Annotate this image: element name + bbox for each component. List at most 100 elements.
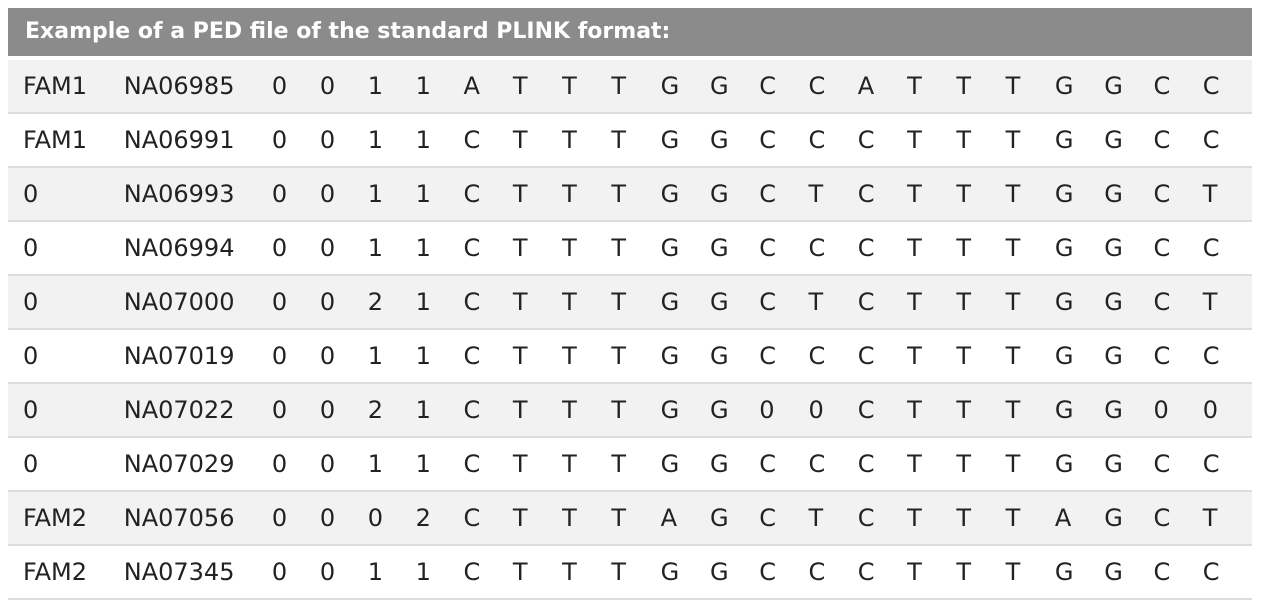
genotype-cell: T bbox=[512, 288, 528, 316]
genotype-cell: C bbox=[463, 396, 481, 424]
genotype-cell: 0 bbox=[1202, 396, 1219, 424]
genotype-cell: T bbox=[907, 288, 922, 316]
sex-cell: 1 bbox=[367, 342, 383, 370]
genotype-cell: T bbox=[512, 558, 528, 586]
phenotype-cell: 1 bbox=[415, 396, 431, 424]
sex-cell: 1 bbox=[367, 450, 383, 478]
genotype-cell: G bbox=[660, 342, 680, 370]
genotype-cell: C bbox=[857, 504, 875, 532]
maternal-id-cell: 0 bbox=[319, 180, 336, 208]
ped-table: FAM1 NA06985 0 0 1 1 A T T T G G C C A T T T G G C C FAM1 NA069… bbox=[8, 60, 1252, 600]
genotype-cell: T bbox=[1005, 558, 1021, 586]
genotype-cell: C bbox=[1202, 558, 1220, 586]
genotype-cell: T bbox=[956, 396, 972, 424]
sex-cell: 1 bbox=[367, 558, 383, 586]
family-id-cell: 0 bbox=[23, 234, 39, 262]
genotype-cell: G bbox=[709, 72, 729, 100]
maternal-id-cell: 0 bbox=[319, 504, 336, 532]
genotype-cell: G bbox=[1054, 342, 1074, 370]
genotype-cell: C bbox=[857, 234, 875, 262]
phenotype-cell: 1 bbox=[415, 72, 431, 100]
genotype-cell: G bbox=[709, 126, 729, 154]
genotype-cell: C bbox=[463, 342, 481, 370]
genotype-cell: C bbox=[808, 342, 826, 370]
genotype-cell: T bbox=[562, 342, 577, 370]
genotype-cell: G bbox=[1054, 396, 1074, 424]
genotype-cell: C bbox=[1153, 288, 1171, 316]
individual-id-cell: NA06994 bbox=[123, 234, 235, 262]
genotype-cell: C bbox=[759, 180, 776, 208]
genotype-cell: C bbox=[857, 558, 875, 586]
genotype-cell: T bbox=[611, 558, 627, 586]
maternal-id-cell: 0 bbox=[319, 558, 336, 586]
genotype-cell: C bbox=[1153, 126, 1171, 154]
genotype-cell: C bbox=[463, 558, 481, 586]
paternal-id-cell: 0 bbox=[271, 504, 288, 532]
genotype-cell: T bbox=[1202, 504, 1218, 532]
table-row: FAM2 NA07345 0 0 1 1 C T T T G G C C C T T T G G C C bbox=[8, 546, 1252, 600]
family-id-cell: FAM2 bbox=[23, 504, 87, 532]
genotype-cell: C bbox=[857, 342, 875, 370]
family-id-cell: FAM1 bbox=[23, 126, 87, 154]
genotype-cell: C bbox=[759, 558, 776, 586]
genotype-cell: T bbox=[562, 558, 577, 586]
paternal-id-cell: 0 bbox=[271, 180, 288, 208]
genotype-cell: T bbox=[956, 450, 972, 478]
genotype-cell: G bbox=[660, 234, 680, 262]
genotype-cell: T bbox=[611, 504, 627, 532]
table-row: 0 NA07000 0 0 2 1 C T T T G G C T C T T T G G C T bbox=[8, 276, 1252, 330]
genotype-cell: T bbox=[907, 234, 922, 262]
table-row: 0 NA07022 0 0 2 1 C T T T G G 0 0 C T T T G G 0 0 bbox=[8, 384, 1252, 438]
genotype-cell: T bbox=[808, 504, 824, 532]
genotype-cell: C bbox=[857, 180, 875, 208]
genotype-cell: T bbox=[808, 288, 824, 316]
genotype-cell: T bbox=[956, 72, 972, 100]
genotype-cell: C bbox=[857, 450, 875, 478]
genotype-cell: T bbox=[1005, 504, 1021, 532]
maternal-id-cell: 0 bbox=[319, 72, 336, 100]
phenotype-cell: 1 bbox=[415, 234, 431, 262]
genotype-cell: T bbox=[1005, 180, 1021, 208]
genotype-cell: G bbox=[709, 234, 729, 262]
individual-id-cell: NA07022 bbox=[123, 396, 235, 424]
sex-cell: 2 bbox=[367, 396, 383, 424]
genotype-cell: C bbox=[463, 450, 481, 478]
genotype-cell: G bbox=[1054, 450, 1074, 478]
phenotype-cell: 1 bbox=[415, 288, 431, 316]
genotype-cell: T bbox=[562, 504, 577, 532]
genotype-cell: C bbox=[1153, 180, 1171, 208]
paternal-id-cell: 0 bbox=[271, 288, 288, 316]
table-row: FAM1 NA06985 0 0 1 1 A T T T G G C C A T T T G G C C bbox=[8, 60, 1252, 114]
genotype-cell: C bbox=[1153, 504, 1171, 532]
genotype-cell: T bbox=[562, 72, 577, 100]
table-row: FAM1 NA06991 0 0 1 1 C T T T G G C C C T T T G G C C bbox=[8, 114, 1252, 168]
genotype-cell: C bbox=[1202, 342, 1220, 370]
genotype-cell: C bbox=[808, 126, 826, 154]
genotype-cell: T bbox=[562, 126, 577, 154]
genotype-cell: T bbox=[611, 396, 627, 424]
paternal-id-cell: 0 bbox=[271, 342, 288, 370]
genotype-cell: C bbox=[463, 234, 481, 262]
table-row: 0 NA06993 0 0 1 1 C T T T G G C T C T T T G G C T bbox=[8, 168, 1252, 222]
genotype-cell: C bbox=[1153, 558, 1171, 586]
family-id-cell: 0 bbox=[23, 342, 39, 370]
genotype-cell: A bbox=[463, 72, 480, 100]
genotype-cell: C bbox=[1202, 234, 1220, 262]
individual-id-cell: NA07019 bbox=[123, 342, 235, 370]
genotype-cell: T bbox=[512, 126, 528, 154]
genotype-cell: T bbox=[611, 180, 627, 208]
table-row: 0 NA06994 0 0 1 1 C T T T G G C C C T T T G G C C bbox=[8, 222, 1252, 276]
genotype-cell: T bbox=[512, 72, 528, 100]
genotype-cell: T bbox=[512, 396, 528, 424]
individual-id-cell: NA06985 bbox=[123, 72, 235, 100]
genotype-cell: T bbox=[907, 180, 922, 208]
phenotype-cell: 1 bbox=[415, 126, 431, 154]
genotype-cell: C bbox=[1153, 234, 1171, 262]
individual-id-cell: NA06993 bbox=[123, 180, 235, 208]
genotype-cell: C bbox=[1202, 72, 1220, 100]
genotype-cell: T bbox=[512, 180, 528, 208]
genotype-cell: T bbox=[512, 450, 528, 478]
maternal-id-cell: 0 bbox=[319, 396, 336, 424]
genotype-cell: C bbox=[463, 504, 481, 532]
genotype-cell: G bbox=[1104, 504, 1123, 532]
